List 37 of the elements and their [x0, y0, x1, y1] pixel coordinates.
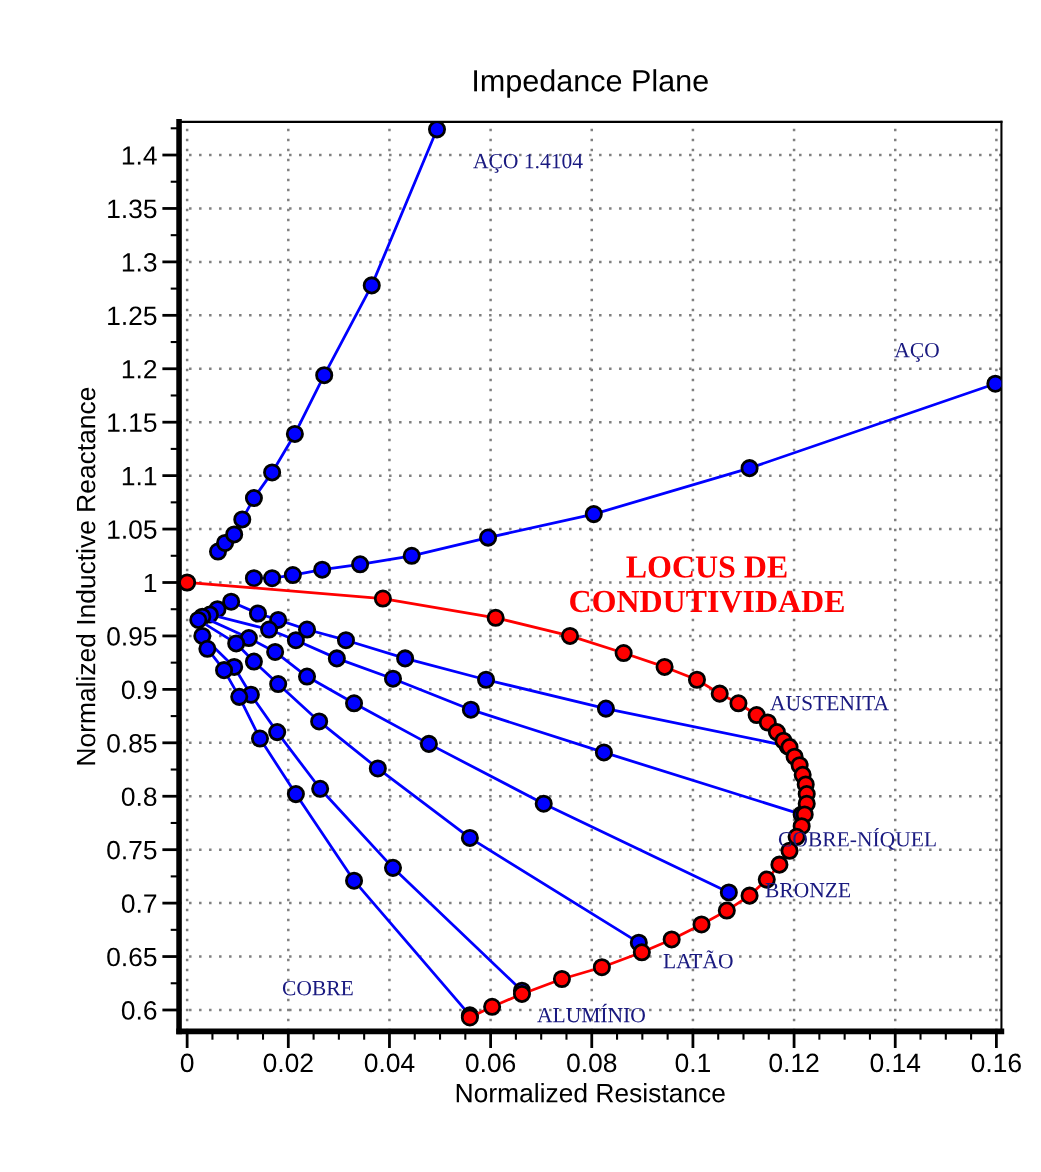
y-tick-label: 1.15 — [108, 413, 157, 433]
x-tick-label: 0.02 — [263, 1053, 313, 1073]
x-tick-label: 0.12 — [769, 1053, 819, 1073]
y-tick-label: 1.2 — [122, 359, 157, 379]
x-tick-label: 0.14 — [870, 1053, 921, 1073]
annotation: AÇO — [894, 342, 939, 362]
x-tick-label: 0.06 — [465, 1053, 516, 1073]
x-tick-label: 0.08 — [567, 1053, 617, 1073]
annotation: LOCUS DE CONDUTIVIDADE — [570, 556, 844, 613]
chart-title: Impedance Plane — [474, 69, 708, 98]
annotation: COBRE — [282, 980, 353, 996]
y-tick-label: 1 — [144, 573, 157, 593]
y-tick-label: 1.25 — [108, 306, 157, 326]
annotation: ALUMÍNIO — [537, 1003, 645, 1023]
y-tick-label: 0.95 — [107, 627, 157, 646]
y-tick-label: 0.6 — [121, 1001, 157, 1020]
y-tick-label: 1.3 — [122, 253, 157, 272]
x-tick-label: 0.1 — [675, 1053, 710, 1073]
annotation: AUSTENITA — [770, 695, 889, 711]
x-tick-label: 0.16 — [971, 1053, 1021, 1073]
y-tick-label: 0.75 — [107, 840, 157, 860]
x-tick-label: 0.04 — [364, 1053, 415, 1073]
annotation: AÇO 1.4104 — [473, 153, 583, 173]
annotation: LATÃO — [663, 950, 733, 969]
annotation: BRONZE — [765, 882, 851, 898]
y-tick-label: 1.1 — [122, 467, 157, 486]
y-tick-label: 0.85 — [107, 733, 157, 753]
x-axis-title: Normalized Resistance — [456, 1083, 725, 1103]
x-tick-label: 0 — [180, 1053, 194, 1073]
y-tick-label: 1.35 — [108, 199, 157, 219]
y-axis-title: Normalized Inductive Reactance — [76, 387, 96, 765]
y-tick-label: 0.65 — [107, 947, 157, 967]
y-tick-label: 1.05 — [108, 520, 157, 539]
y-tick-label: 1.4 — [122, 146, 157, 165]
y-tick-label: 0.7 — [121, 894, 157, 913]
y-tick-label: 0.9 — [121, 680, 157, 700]
y-tick-label: 0.8 — [121, 787, 157, 807]
